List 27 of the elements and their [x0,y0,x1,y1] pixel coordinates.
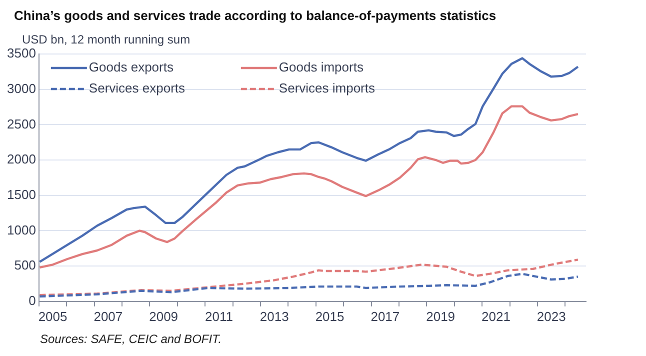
y-tick-label: 3000 [7,80,36,96]
x-tick-label: 2009 [149,308,178,324]
x-tick-label: 2023 [536,308,566,324]
legend-label: Goods imports [278,60,364,75]
y-tick-label: 500 [14,258,36,273]
x-tick-label: 2015 [315,308,344,324]
legend-label: Services imports [278,80,376,96]
y-axis-title: USD bn, 12 month running sum [22,32,190,46]
y-tick-label: 0 [28,292,36,308]
legend-label: Services exports [88,80,186,96]
x-tick-label: 2007 [94,308,123,324]
y-tick-label: 2000 [7,152,36,167]
y-tick-label: 1000 [7,222,36,238]
x-tick-label: 2017 [370,308,400,324]
source-note: Sources: SAFE, CEIC and BOFIT. [40,332,222,346]
legend-label: Goods exports [88,60,174,75]
x-tick-label: 2013 [260,308,289,324]
x-tick-label: 2021 [482,308,510,324]
chart-title: China’s goods and services trade according to balance-of-payments statistics [14,8,496,23]
line-series [38,258,580,296]
y-tick-label: 3500 [7,46,36,61]
x-tick-label: 2011 [204,308,233,324]
x-tick-label: 2019 [426,308,456,324]
y-tick-label: 1500 [7,186,36,202]
y-tick-label: 2500 [7,116,36,132]
line-series [38,272,580,298]
x-tick-label: 2005 [38,308,68,324]
